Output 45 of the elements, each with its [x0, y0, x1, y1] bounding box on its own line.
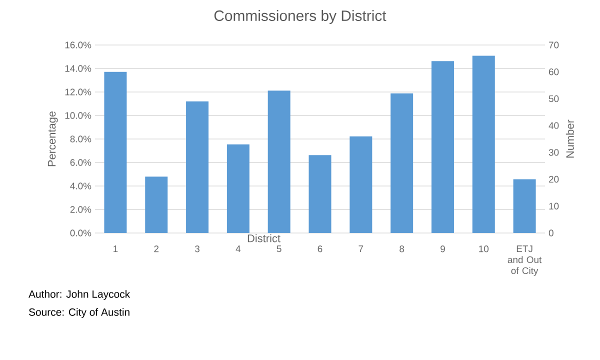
- y2-tick-label: 70: [549, 42, 559, 48]
- y2-axis-title: Number: [566, 120, 574, 158]
- chart-title: Commissioners by District: [214, 10, 386, 24]
- source-note: Source: City of Austin: [28, 308, 130, 318]
- y-tick-label: 6.0%: [70, 159, 92, 166]
- x-tick-label: ETJ and Out of City: [508, 246, 542, 276]
- y2-tick-label: 60: [549, 68, 559, 76]
- x-tick-label: 2: [154, 246, 159, 252]
- y-tick-label: 2.0%: [70, 206, 92, 213]
- x-tick-label: 9: [440, 246, 445, 252]
- y2-tick-label: 30: [548, 149, 559, 156]
- y-tick-label: 0.0%: [70, 230, 92, 236]
- x-tick-label: 6: [318, 246, 322, 252]
- x-tick-label: 3: [195, 246, 200, 252]
- y2-tick-label: 20: [549, 176, 559, 183]
- x-tick-label: 10: [479, 246, 489, 252]
- y-tick-label: 14.0%: [65, 65, 92, 72]
- bar: [186, 101, 209, 233]
- bar: [308, 155, 332, 233]
- bar: [145, 176, 168, 233]
- bar: [350, 136, 372, 233]
- y2-tick-label: 10: [549, 202, 559, 210]
- bar: [431, 61, 454, 233]
- x-tick-label: 5: [276, 246, 282, 252]
- bar: [472, 56, 495, 233]
- y2-tick-label: 40: [548, 122, 559, 129]
- y-tick-label: 12.0%: [65, 88, 92, 96]
- y-tick-label: 8.0%: [70, 136, 92, 142]
- y2-tick-label: 50: [548, 95, 559, 102]
- x-axis-title: District: [248, 234, 280, 242]
- bar: [390, 93, 414, 233]
- y-axis-title: Percentage: [48, 111, 58, 166]
- bar: [104, 72, 127, 233]
- x-tick-label: 4: [236, 246, 241, 252]
- bar: [226, 144, 250, 233]
- x-tick-label: 1: [114, 246, 118, 252]
- y-tick-label: 16.0%: [65, 42, 92, 48]
- y-tick-label: 10.0%: [65, 112, 92, 119]
- bar: [268, 90, 290, 233]
- text: Author: John Laycock: [28, 290, 130, 300]
- bar: [513, 179, 536, 233]
- x-tick-label: 8: [400, 246, 404, 252]
- x-tick-label: 7: [358, 246, 364, 252]
- y2-tick-label: 0: [548, 230, 554, 236]
- y-tick-label: 4.0%: [70, 182, 92, 190]
